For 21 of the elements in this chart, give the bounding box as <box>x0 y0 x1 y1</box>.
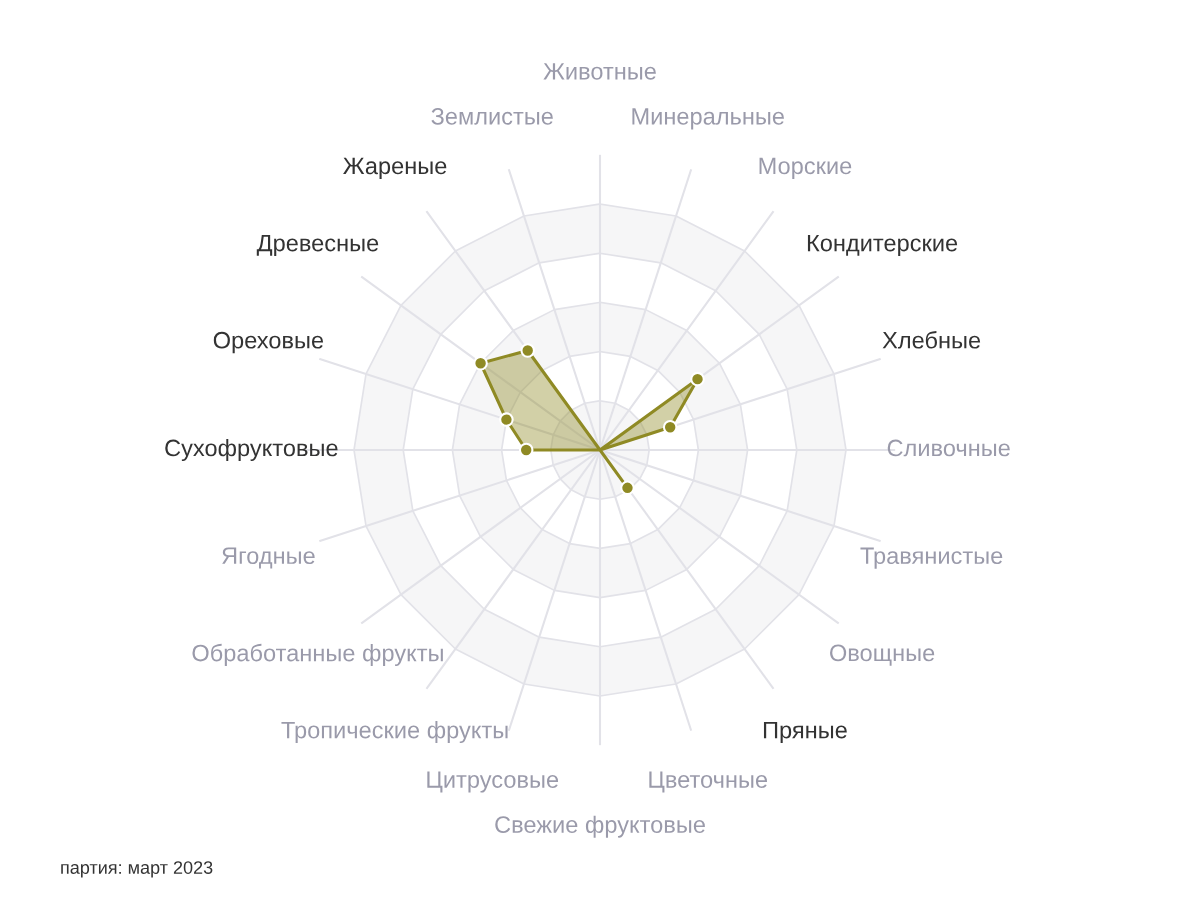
spoke-label: Минеральные <box>632 108 784 130</box>
spoke-label: Пряные <box>763 721 847 744</box>
spoke-label: Ягодные <box>222 547 315 569</box>
spoke-label: Цитрусовые <box>427 771 559 793</box>
spoke-label: Кондитерские <box>807 234 958 257</box>
spoke-label: Тропические фрукты <box>281 721 508 744</box>
spoke-label: Морские <box>759 157 852 179</box>
spoke-label: Древесные <box>256 234 379 257</box>
spoke-label: Свежие фруктовые <box>495 815 705 838</box>
spoke-label: Овощные <box>830 644 935 666</box>
spoke-label: Ореховые <box>213 331 324 354</box>
spoke-label: Сливочные <box>887 439 1010 457</box>
spoke-label: Травянистые <box>860 547 1003 569</box>
spoke-label: Обработанные фрукты <box>192 643 443 667</box>
spoke-label: Сухофруктовые <box>165 438 338 461</box>
text: партия: март 2023 <box>61 861 213 878</box>
spoke-label: Землистые <box>431 108 553 125</box>
spoke-label: Хлебные <box>882 331 981 349</box>
spoke-label: Цветочные <box>649 771 768 793</box>
spoke-label: Жареные <box>343 157 447 179</box>
spoke-label: Животные <box>543 63 656 80</box>
